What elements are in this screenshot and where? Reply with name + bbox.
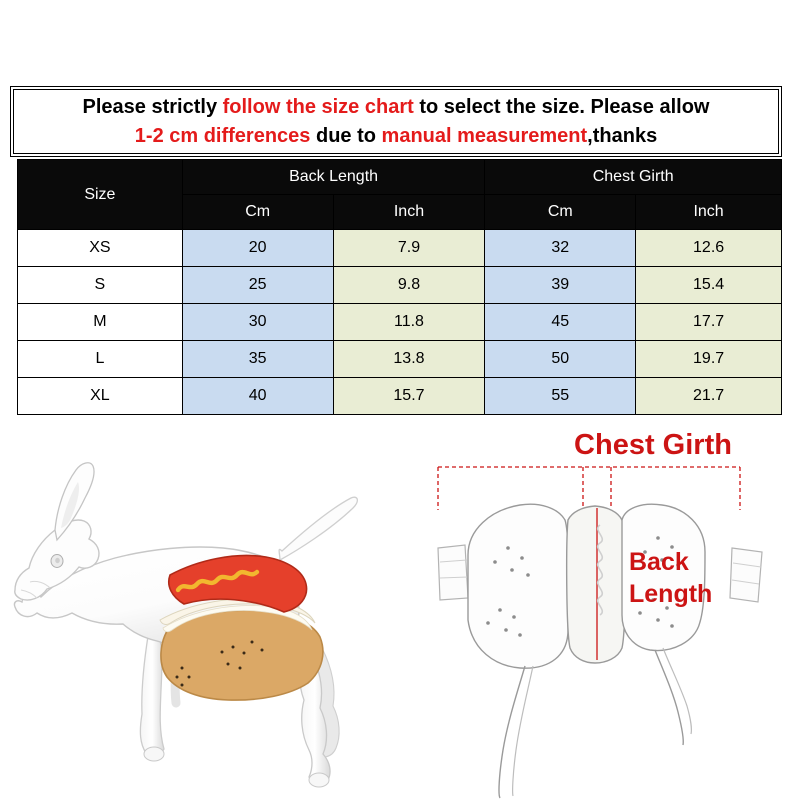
svg-text:Length: Length — [629, 580, 712, 608]
svg-text:Chest Girth: Chest Girth — [574, 429, 732, 461]
svg-text:Back: Back — [629, 548, 689, 576]
